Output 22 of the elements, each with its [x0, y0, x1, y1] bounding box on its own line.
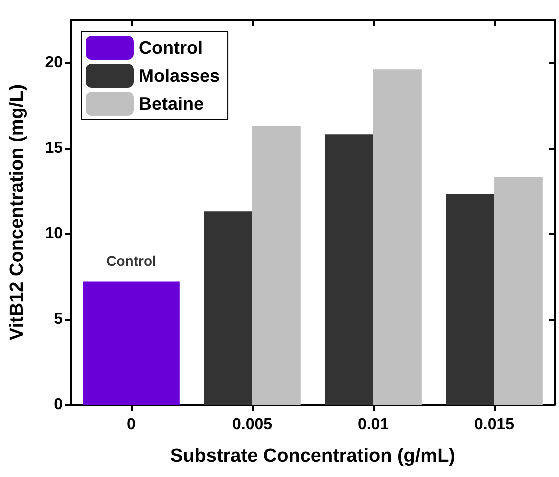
annotation: Control: [106, 252, 156, 269]
bar: [494, 177, 543, 405]
y-tick-label: 10: [45, 225, 64, 242]
y-tick-label: 15: [45, 140, 64, 157]
bar: [325, 134, 374, 405]
bar: [374, 70, 422, 405]
legend-label: Betaine: [139, 94, 204, 114]
legend-label: Molasses: [139, 66, 220, 86]
x-tick-label: 0.005: [232, 416, 273, 434]
bar: [204, 212, 252, 405]
bar: [252, 126, 301, 405]
x-axis-title: Substrate Concentration (g/mL): [170, 446, 456, 467]
y-axis-title: VitB12 Concentration (mg/L): [7, 84, 28, 341]
y-tick-label: 0: [54, 396, 64, 414]
x-tick-label: 0.015: [474, 416, 515, 434]
y-tick-label: 5: [54, 310, 64, 328]
x-tick-label: 0: [127, 416, 136, 434]
y-tick-label: 20: [45, 54, 64, 72]
legend-label: Control: [139, 38, 203, 58]
x-tick-label: 0.01: [358, 416, 390, 434]
bar: [446, 194, 494, 405]
bar: [83, 282, 180, 405]
